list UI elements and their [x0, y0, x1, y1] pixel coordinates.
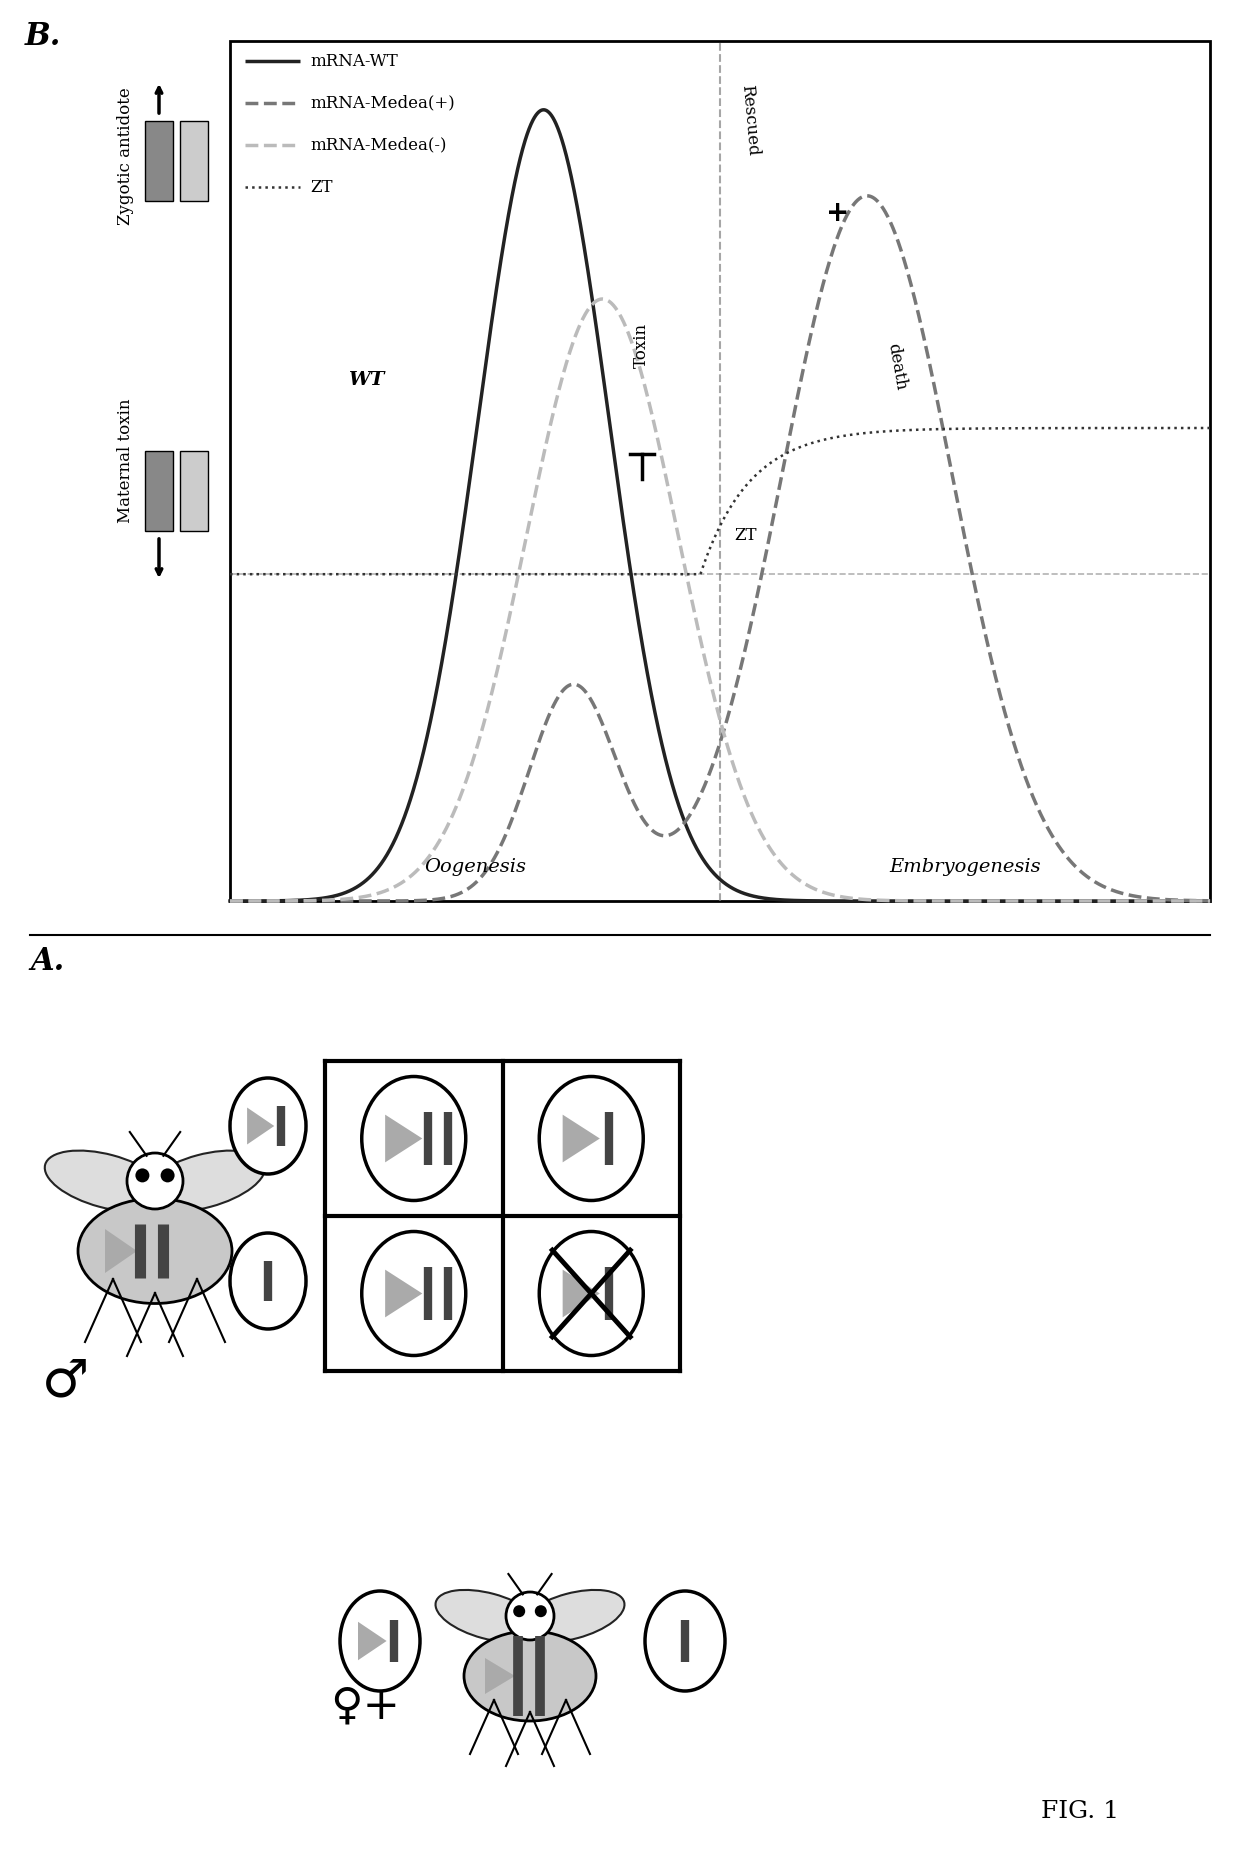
Circle shape — [126, 1153, 184, 1209]
Polygon shape — [247, 1108, 274, 1145]
Circle shape — [135, 1168, 149, 1182]
Polygon shape — [485, 1658, 515, 1693]
Ellipse shape — [45, 1151, 167, 1211]
Ellipse shape — [645, 1590, 725, 1691]
Ellipse shape — [464, 1632, 596, 1721]
Circle shape — [513, 1605, 526, 1617]
Text: ZT: ZT — [734, 528, 758, 544]
Text: ♂: ♂ — [41, 1355, 88, 1407]
Text: Toxin: Toxin — [634, 322, 650, 369]
Text: mRNA-WT: mRNA-WT — [310, 52, 398, 69]
Ellipse shape — [539, 1231, 644, 1355]
Bar — [229, 41, 1210, 902]
Text: WT: WT — [347, 370, 384, 389]
Polygon shape — [563, 1270, 600, 1317]
Text: mRNA-Medea(-): mRNA-Medea(-) — [310, 137, 446, 153]
Ellipse shape — [539, 1076, 644, 1201]
Text: ♀+: ♀+ — [330, 1684, 401, 1727]
Circle shape — [161, 1168, 175, 1182]
Text: A.: A. — [30, 947, 64, 977]
Bar — [180, 451, 208, 531]
Bar — [145, 451, 174, 531]
Text: Oogenesis: Oogenesis — [424, 859, 526, 876]
Ellipse shape — [340, 1590, 420, 1691]
Bar — [180, 122, 208, 200]
Polygon shape — [563, 1115, 600, 1162]
Ellipse shape — [362, 1231, 466, 1355]
Polygon shape — [386, 1270, 423, 1317]
Text: Maternal toxin: Maternal toxin — [117, 399, 134, 524]
Ellipse shape — [229, 1078, 306, 1173]
Text: mRNA-Medea(+): mRNA-Medea(+) — [310, 95, 455, 112]
Polygon shape — [105, 1229, 136, 1272]
Text: +: + — [826, 198, 849, 226]
Ellipse shape — [435, 1590, 541, 1643]
Ellipse shape — [143, 1151, 265, 1211]
Text: B.: B. — [25, 21, 61, 52]
Ellipse shape — [78, 1199, 232, 1304]
Text: death: death — [884, 342, 909, 391]
Ellipse shape — [520, 1590, 625, 1643]
Polygon shape — [358, 1622, 387, 1660]
Polygon shape — [386, 1115, 423, 1162]
Text: Rescued: Rescued — [738, 84, 761, 157]
Circle shape — [534, 1605, 547, 1617]
Text: FIG. 1: FIG. 1 — [1042, 1800, 1118, 1822]
Circle shape — [506, 1592, 554, 1641]
Ellipse shape — [362, 1076, 466, 1201]
Text: Embryogenesis: Embryogenesis — [889, 859, 1040, 876]
Text: Zygotic antidote: Zygotic antidote — [117, 88, 134, 225]
Bar — [145, 122, 174, 200]
Ellipse shape — [229, 1233, 306, 1328]
Text: ZT: ZT — [310, 178, 332, 195]
